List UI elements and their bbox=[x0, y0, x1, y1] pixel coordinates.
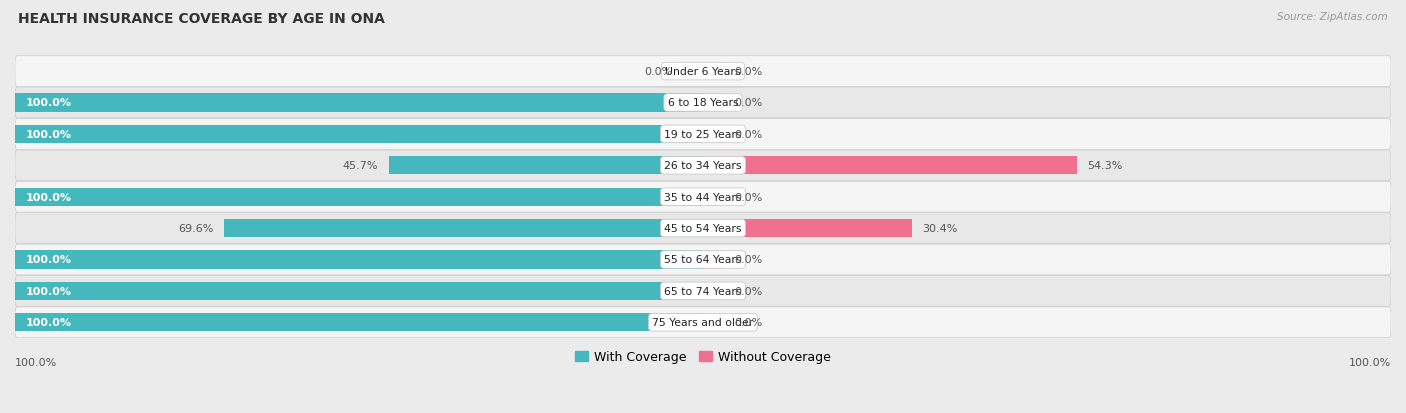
Text: 0.0%: 0.0% bbox=[644, 67, 672, 77]
Bar bbox=[703, 63, 724, 81]
Text: 54.3%: 54.3% bbox=[1087, 161, 1122, 171]
Bar bbox=[15, 188, 703, 206]
Text: 100.0%: 100.0% bbox=[1348, 357, 1391, 367]
FancyBboxPatch shape bbox=[15, 244, 1391, 275]
Text: 30.4%: 30.4% bbox=[922, 223, 957, 233]
Text: 0.0%: 0.0% bbox=[734, 255, 762, 265]
Text: 100.0%: 100.0% bbox=[25, 192, 72, 202]
Bar bbox=[703, 282, 724, 300]
Text: 0.0%: 0.0% bbox=[734, 98, 762, 108]
FancyBboxPatch shape bbox=[15, 276, 1391, 306]
Text: 100.0%: 100.0% bbox=[25, 286, 72, 296]
Text: Under 6 Years: Under 6 Years bbox=[665, 67, 741, 77]
Text: 35 to 44 Years: 35 to 44 Years bbox=[664, 192, 742, 202]
Text: 0.0%: 0.0% bbox=[734, 130, 762, 140]
Text: 0.0%: 0.0% bbox=[734, 192, 762, 202]
Text: 6 to 18 Years: 6 to 18 Years bbox=[668, 98, 738, 108]
Text: 100.0%: 100.0% bbox=[25, 98, 72, 108]
Text: 45 to 54 Years: 45 to 54 Years bbox=[664, 223, 742, 233]
FancyBboxPatch shape bbox=[15, 151, 1391, 181]
FancyBboxPatch shape bbox=[15, 88, 1391, 119]
Bar bbox=[703, 219, 912, 237]
Bar bbox=[15, 94, 703, 112]
Text: 45.7%: 45.7% bbox=[343, 161, 378, 171]
Text: 100.0%: 100.0% bbox=[15, 357, 58, 367]
Bar bbox=[15, 313, 703, 332]
Bar bbox=[703, 157, 1077, 175]
Bar bbox=[703, 94, 724, 112]
FancyBboxPatch shape bbox=[15, 119, 1391, 150]
Text: 100.0%: 100.0% bbox=[25, 255, 72, 265]
Legend: With Coverage, Without Coverage: With Coverage, Without Coverage bbox=[571, 346, 835, 368]
FancyBboxPatch shape bbox=[15, 182, 1391, 213]
Bar bbox=[388, 157, 703, 175]
FancyBboxPatch shape bbox=[15, 57, 1391, 87]
Bar bbox=[224, 219, 703, 237]
FancyBboxPatch shape bbox=[15, 307, 1391, 338]
Bar bbox=[703, 313, 724, 332]
FancyBboxPatch shape bbox=[15, 213, 1391, 244]
Bar bbox=[703, 251, 724, 269]
Bar bbox=[682, 63, 703, 81]
Bar bbox=[703, 126, 724, 144]
Text: 0.0%: 0.0% bbox=[734, 67, 762, 77]
Text: 19 to 25 Years: 19 to 25 Years bbox=[664, 130, 742, 140]
Bar bbox=[15, 126, 703, 144]
Text: 75 Years and older: 75 Years and older bbox=[652, 318, 754, 328]
Text: 100.0%: 100.0% bbox=[25, 130, 72, 140]
Text: 0.0%: 0.0% bbox=[734, 286, 762, 296]
Text: 100.0%: 100.0% bbox=[25, 318, 72, 328]
Bar bbox=[15, 251, 703, 269]
Text: Source: ZipAtlas.com: Source: ZipAtlas.com bbox=[1277, 12, 1388, 22]
Bar bbox=[703, 188, 724, 206]
Text: 55 to 64 Years: 55 to 64 Years bbox=[664, 255, 742, 265]
Bar bbox=[15, 282, 703, 300]
Text: 65 to 74 Years: 65 to 74 Years bbox=[664, 286, 742, 296]
Text: HEALTH INSURANCE COVERAGE BY AGE IN ONA: HEALTH INSURANCE COVERAGE BY AGE IN ONA bbox=[18, 12, 385, 26]
Text: 0.0%: 0.0% bbox=[734, 318, 762, 328]
Text: 69.6%: 69.6% bbox=[179, 223, 214, 233]
Text: 26 to 34 Years: 26 to 34 Years bbox=[664, 161, 742, 171]
